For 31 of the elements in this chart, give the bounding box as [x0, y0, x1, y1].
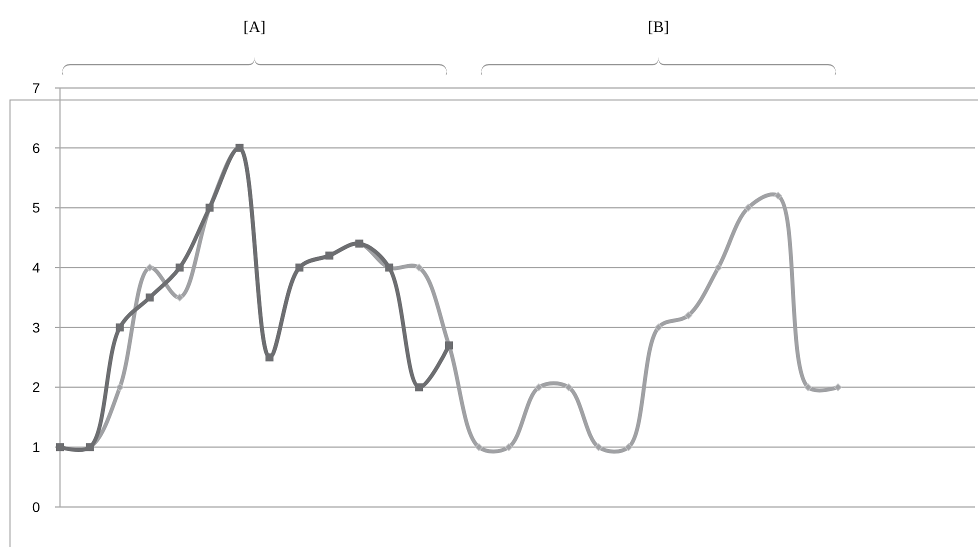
text: [A]	[243, 19, 266, 36]
point	[774, 192, 782, 200]
point	[594, 443, 603, 452]
y-tick-label: 2	[32, 379, 40, 396]
y-tick-label: 1	[32, 439, 40, 456]
point	[146, 294, 154, 302]
point	[504, 443, 513, 452]
point	[744, 204, 752, 212]
point	[415, 383, 424, 392]
point	[654, 324, 662, 332]
point	[146, 264, 154, 272]
point	[534, 383, 543, 392]
point	[116, 383, 124, 392]
point	[475, 443, 483, 452]
text: [B]	[648, 19, 670, 36]
point	[176, 264, 184, 272]
y-tick-label: 6	[32, 140, 40, 156]
y-tick-label: 5	[32, 200, 40, 216]
y-tick-label: 3	[32, 319, 40, 336]
y-tick-label: 7	[32, 80, 40, 96]
point	[116, 323, 124, 332]
point	[684, 312, 692, 320]
point	[415, 264, 423, 272]
y-tick-label: 4	[32, 259, 40, 276]
point	[804, 383, 812, 392]
point	[624, 443, 632, 452]
point	[176, 294, 184, 302]
y-tick-label: 0	[32, 498, 40, 515]
point	[834, 383, 842, 392]
point	[564, 383, 573, 392]
point	[714, 264, 722, 272]
